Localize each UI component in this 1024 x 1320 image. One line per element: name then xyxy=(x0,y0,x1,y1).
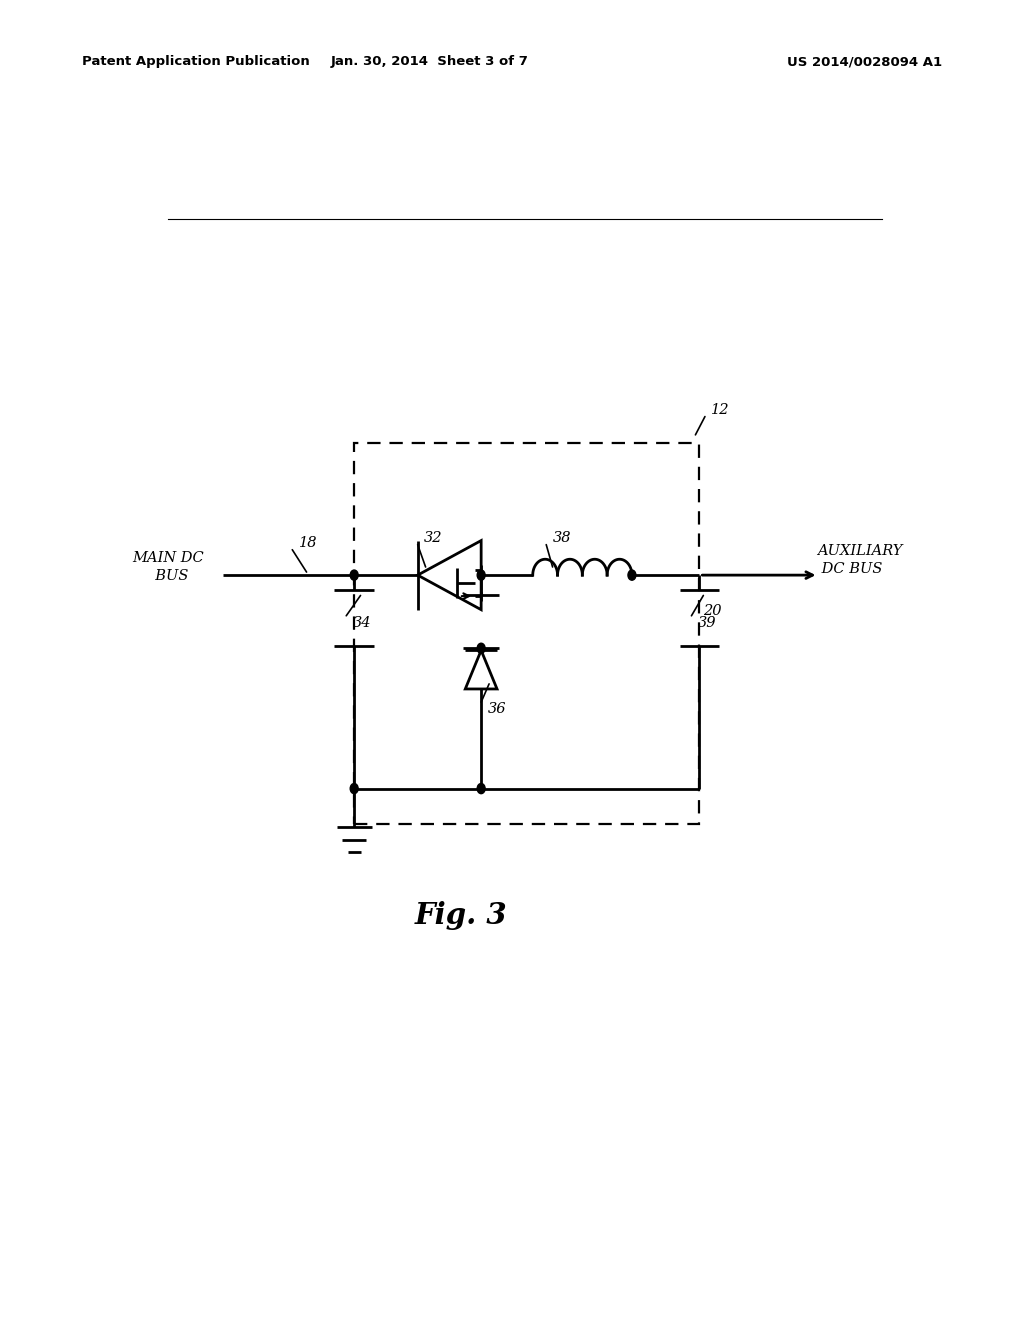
Text: Patent Application Publication: Patent Application Publication xyxy=(82,55,309,69)
Text: 36: 36 xyxy=(487,702,506,717)
Circle shape xyxy=(350,784,358,793)
Circle shape xyxy=(350,570,358,581)
Text: 12: 12 xyxy=(712,403,730,417)
Text: 38: 38 xyxy=(553,531,571,545)
Text: MAIN DC
  BUS: MAIN DC BUS xyxy=(132,552,204,582)
Text: Fig. 3: Fig. 3 xyxy=(415,902,508,931)
Circle shape xyxy=(477,570,485,581)
Text: Jan. 30, 2014  Sheet 3 of 7: Jan. 30, 2014 Sheet 3 of 7 xyxy=(331,55,529,69)
Circle shape xyxy=(477,784,485,793)
Circle shape xyxy=(477,643,485,653)
Text: 32: 32 xyxy=(424,531,442,545)
Text: 34: 34 xyxy=(352,616,371,630)
Text: AUXILIARY
 DC BUS: AUXILIARY DC BUS xyxy=(817,544,902,576)
Circle shape xyxy=(628,570,636,581)
Text: 39: 39 xyxy=(697,616,717,630)
Text: 18: 18 xyxy=(299,536,317,549)
Text: US 2014/0028094 A1: US 2014/0028094 A1 xyxy=(787,55,942,69)
Text: 20: 20 xyxy=(703,603,722,618)
